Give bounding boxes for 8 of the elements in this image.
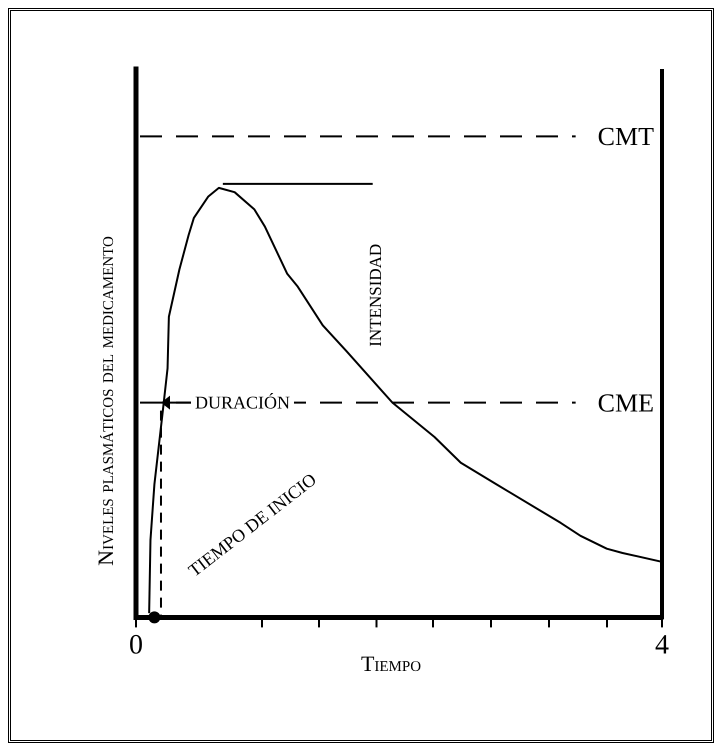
ref-line-label: CMT <box>598 122 654 152</box>
x-tick-label: 4 <box>655 630 669 661</box>
y-axis-title: Niveles plasmáticos del medicamento <box>93 236 119 566</box>
annotation: INTENSIDAD <box>366 244 386 347</box>
x-tick-label: 0 <box>129 630 143 661</box>
ref-line-label: CME <box>598 388 654 418</box>
annotation: DURACIÓN <box>194 392 290 412</box>
x-axis-title: Tiempo <box>360 651 422 676</box>
